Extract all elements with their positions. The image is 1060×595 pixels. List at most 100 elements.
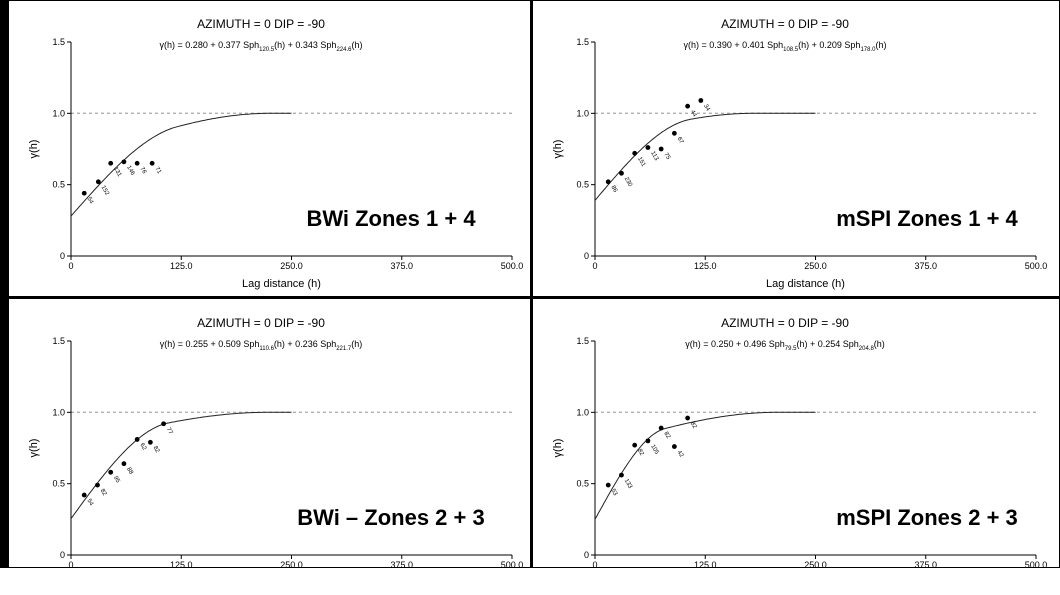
- data-point: [698, 98, 704, 103]
- model-equation: γ(h) = 0.250 + 0.496 Sph79.5(h) + 0.254 …: [685, 339, 885, 352]
- data-point: [605, 482, 611, 488]
- point-pair-count: 133: [623, 478, 634, 490]
- point-pair-count: 82: [152, 445, 161, 454]
- point-pair-count: 62: [138, 442, 147, 451]
- data-point: [658, 425, 664, 431]
- x-tick-label: 0: [592, 560, 597, 570]
- point-pair-count: 76: [138, 166, 147, 175]
- y-axis-label: γ(h): [552, 140, 564, 159]
- x-tick-label: 0: [68, 560, 73, 570]
- data-point: [632, 150, 638, 156]
- point-pair-count: 151: [636, 156, 647, 168]
- point-pair-count: 75: [662, 152, 671, 161]
- point-pair-count: 230: [623, 176, 634, 188]
- variogram-chart-svg: AZIMUTH = 0 DIP = -90 γ(h) = 0.390 + 0.40…: [552, 17, 1048, 290]
- point-pair-count: 54: [85, 196, 94, 205]
- y-tick-label: 1.5: [576, 37, 589, 47]
- x-axis-label: Lag distance (h): [766, 278, 845, 290]
- equation-part: (h): [351, 40, 362, 50]
- point-pair-count: 113: [649, 151, 659, 163]
- point-pair-count: 95: [112, 475, 121, 484]
- point-pair-count: 82: [662, 431, 671, 440]
- data-point: [685, 103, 691, 109]
- y-tick-label: 1.0: [52, 108, 65, 118]
- data-point: [147, 439, 153, 445]
- x-tick-label: 375.0: [390, 560, 413, 570]
- point-pair-count: 71: [153, 166, 162, 175]
- point-pair-count: 86: [609, 185, 618, 194]
- variogram-figure: AZIMUTH = 0 DIP = -90 γ(h) = 0.280 + 0.37…: [0, 0, 1060, 570]
- data-point: [645, 438, 651, 444]
- x-tick-label: 250.0: [804, 261, 827, 271]
- data-point: [685, 415, 691, 421]
- data-point: [134, 437, 140, 442]
- point-pair-count: 44: [689, 109, 698, 118]
- point-pair-count: 82: [636, 448, 645, 457]
- data-point: [161, 421, 167, 427]
- y-axis-label: γ(h): [28, 140, 40, 159]
- zone-label: mSPI Zones 2 + 3: [836, 505, 1018, 530]
- data-point: [121, 461, 127, 467]
- panel-divider-vertical: [530, 0, 533, 568]
- variogram-chart-svg: AZIMUTH = 0 DIP = -90 γ(h) = 0.255 + 0.50…: [28, 316, 524, 570]
- data-point: [81, 190, 87, 196]
- data-point: [108, 160, 114, 166]
- data-point: [108, 469, 114, 475]
- equation-range-1: 120.5: [259, 47, 275, 53]
- point-pair-count: 42: [676, 450, 685, 459]
- point-pair-count: 82: [99, 488, 108, 497]
- x-tick-label: 0: [68, 261, 73, 271]
- equation-part: (h): [875, 40, 886, 50]
- variogram-panel-mspi-zones-1-4: AZIMUTH = 0 DIP = -90 γ(h) = 0.390 + 0.40…: [533, 0, 1054, 296]
- model-curve: [70, 112, 292, 217]
- x-tick-label: 0: [592, 261, 597, 271]
- data-point: [605, 179, 611, 185]
- y-tick-label: 1.5: [576, 336, 589, 346]
- x-tick-label: 500.0: [1025, 261, 1048, 271]
- y-axis-label: γ(h): [552, 439, 564, 458]
- equation-part: (h): [351, 339, 362, 349]
- data-point: [81, 492, 87, 498]
- x-tick-label: 500.0: [501, 261, 524, 271]
- x-tick-label: 250.0: [280, 261, 303, 271]
- y-tick-label: 0: [584, 251, 589, 261]
- y-tick-label: 1.0: [52, 407, 65, 417]
- figure-left-border: [0, 0, 9, 568]
- panel-header: AZIMUTH = 0 DIP = -90: [721, 316, 849, 330]
- equation-part: γ(h) = 0.280 + 0.377 Sph: [160, 40, 260, 50]
- data-point: [95, 179, 101, 185]
- point-pair-count: 105: [649, 444, 660, 456]
- panel-header: AZIMUTH = 0 DIP = -90: [197, 316, 325, 330]
- x-tick-label: 500.0: [1025, 560, 1048, 570]
- data-point: [671, 444, 677, 449]
- point-pair-count: 88: [125, 467, 134, 476]
- data-point: [645, 145, 651, 150]
- y-tick-label: 0.5: [576, 180, 589, 190]
- data-point: [632, 442, 638, 448]
- variogram-chart-svg: AZIMUTH = 0 DIP = -90 γ(h) = 0.250 + 0.49…: [552, 316, 1048, 570]
- x-tick-label: 250.0: [280, 560, 303, 570]
- x-tick-label: 375.0: [914, 560, 937, 570]
- zone-label: mSPI Zones 1 + 4: [836, 206, 1018, 231]
- variogram-panel-bwi-zones-2-3: AZIMUTH = 0 DIP = -90 γ(h) = 0.255 + 0.50…: [9, 299, 530, 595]
- point-pair-count: 77: [165, 427, 174, 436]
- x-tick-label: 125.0: [170, 560, 193, 570]
- equation-range-2: 178.0: [860, 47, 876, 53]
- equation-range-1: 79.5: [785, 346, 797, 352]
- x-tick-label: 500.0: [501, 560, 524, 570]
- point-pair-count: 53: [609, 488, 618, 497]
- variogram-panel-mspi-zones-2-3: AZIMUTH = 0 DIP = -90 γ(h) = 0.250 + 0.49…: [533, 299, 1054, 595]
- point-pair-count: 131: [112, 166, 123, 178]
- model-equation: γ(h) = 0.255 + 0.509 Sph110.6(h) + 0.236…: [160, 339, 362, 352]
- model-equation: γ(h) = 0.390 + 0.401 Sph108.5(h) + 0.209…: [684, 40, 887, 53]
- data-point: [95, 482, 100, 488]
- equation-range-2: 221.7: [336, 346, 352, 352]
- y-tick-label: 0: [60, 550, 65, 560]
- y-tick-label: 0: [60, 251, 65, 261]
- equation-part: (h) + 0.209 Sph: [798, 40, 860, 50]
- y-tick-label: 1.0: [576, 407, 589, 417]
- model-equation: γ(h) = 0.280 + 0.377 Sph120.5(h) + 0.343…: [160, 40, 363, 53]
- y-tick-label: 0.5: [576, 479, 589, 489]
- equation-part: γ(h) = 0.255 + 0.509 Sph: [160, 339, 260, 349]
- point-pair-count: 67: [676, 136, 685, 145]
